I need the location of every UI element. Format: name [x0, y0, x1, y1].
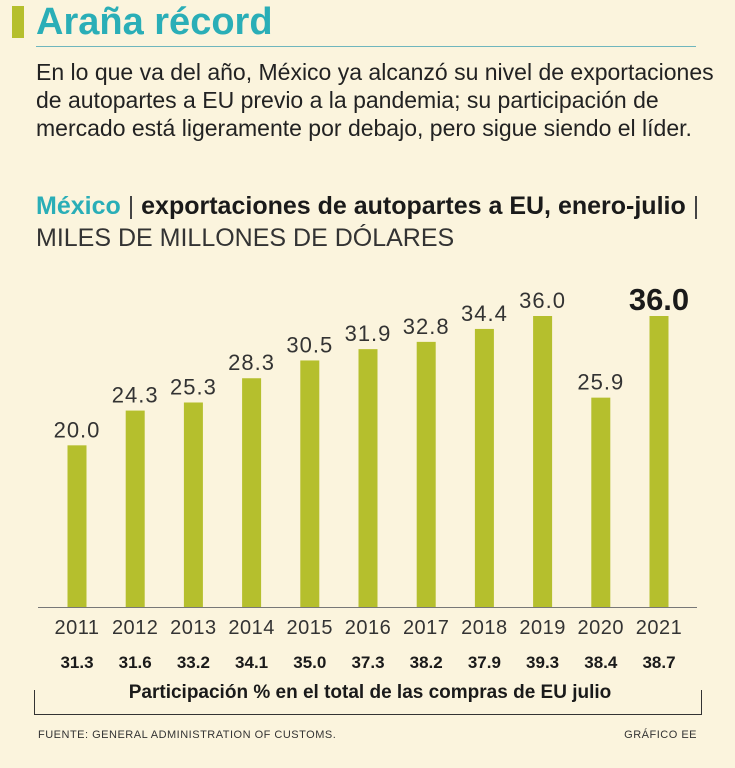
bar-value-label: 36.0: [519, 288, 566, 313]
bar-value-label: 20.0: [54, 417, 101, 442]
chart-title-separator: |: [685, 192, 700, 220]
share-value: 33.2: [177, 653, 210, 672]
graphic-credit: GRÁFICO EE: [624, 729, 697, 741]
x-tick-label: 2021: [636, 617, 683, 639]
x-tick-label: 2015: [287, 617, 334, 639]
bar: [591, 397, 611, 607]
share-value: 38.7: [642, 653, 675, 672]
share-value: 38.4: [584, 653, 618, 672]
bar-value-label: 31.9: [345, 321, 392, 346]
share-value: 39.3: [526, 653, 559, 672]
bar-value-label: 24.3: [112, 383, 159, 408]
share-row-bracket: [34, 690, 702, 715]
x-tick-label: 2012: [112, 617, 159, 639]
share-row-label: Participación % en el total de las compr…: [128, 682, 612, 703]
bar: [533, 316, 553, 607]
title-accent-bar: [12, 6, 24, 38]
bar: [416, 341, 436, 607]
bar: [474, 328, 494, 607]
x-tick-label: 2016: [345, 617, 392, 639]
bar: [183, 402, 203, 607]
bar-value-label: 28.3: [228, 350, 275, 375]
share-value: 31.3: [60, 653, 93, 672]
chart-title-unit: MILES DE MILLONES DE DÓLARES: [36, 224, 455, 252]
chart-title-metric: exportaciones de autopartes a EU, enero-…: [141, 192, 686, 220]
bar-value-label: 34.4: [461, 301, 508, 326]
chart-title: México | exportaciones de autopartes a E…: [36, 190, 726, 254]
bar: [300, 360, 320, 607]
x-tick-label: 2011: [54, 617, 99, 639]
share-value: 37.3: [351, 653, 384, 672]
bar: [358, 349, 378, 607]
bar: [649, 316, 669, 607]
share-value: 37.9: [468, 653, 501, 672]
share-value: 38.2: [410, 653, 443, 672]
x-tick-label: 2014: [228, 617, 275, 639]
x-tick-label: 2017: [403, 617, 450, 639]
x-tick-label: 2020: [578, 617, 625, 639]
share-value: 35.0: [293, 653, 326, 672]
bar-value-label: 32.8: [403, 314, 450, 339]
chart-title-separator: |: [120, 192, 142, 220]
bar: [242, 378, 262, 607]
bar: [125, 410, 145, 607]
share-value: 34.1: [235, 653, 268, 672]
x-tick-label: 2018: [461, 617, 508, 639]
bar-value-label: 25.3: [170, 374, 217, 399]
source-note: FUENTE: GENERAL ADMINISTRATION OF CUSTOM…: [38, 729, 337, 741]
x-tick-label: 2013: [170, 617, 217, 639]
bar: [67, 445, 87, 607]
intro-text: En lo que va del año, México ya alcanzó …: [36, 59, 714, 141]
bar-value-label: 36.0: [629, 282, 689, 317]
bar-value-label: 30.5: [286, 332, 333, 357]
title-divider: [36, 46, 696, 47]
share-value: 31.6: [119, 653, 152, 672]
chart-title-country: México: [36, 192, 121, 220]
bar-value-label: 25.9: [577, 370, 624, 395]
x-tick-label: 2019: [519, 617, 566, 639]
page-title: Araña récord: [36, 1, 273, 43]
